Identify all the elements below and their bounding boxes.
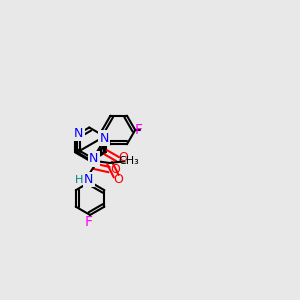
Text: O: O <box>110 163 120 176</box>
Text: O: O <box>113 173 123 186</box>
Text: N: N <box>89 152 98 166</box>
Text: F: F <box>84 214 92 229</box>
Text: F: F <box>135 123 143 137</box>
Text: N: N <box>74 127 83 140</box>
Text: CH₃: CH₃ <box>118 156 139 166</box>
Text: O: O <box>118 151 128 164</box>
Text: H: H <box>75 175 83 185</box>
Text: N: N <box>100 132 109 145</box>
Text: N: N <box>84 173 93 186</box>
